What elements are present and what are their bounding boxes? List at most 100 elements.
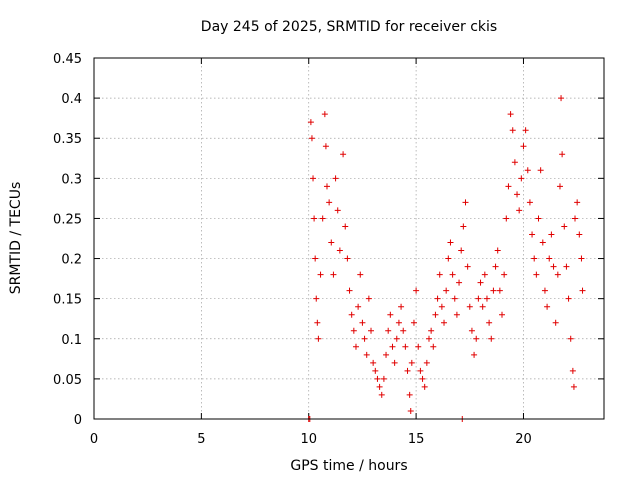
data-point xyxy=(520,143,527,150)
axis-ticks xyxy=(93,57,604,420)
x-tick-labels: 0 5 10 15 20 xyxy=(90,432,532,447)
data-point xyxy=(466,303,473,310)
data-point xyxy=(572,215,579,222)
data-point xyxy=(511,159,518,166)
data-points xyxy=(305,95,586,422)
data-point xyxy=(451,295,458,302)
data-point xyxy=(383,351,390,358)
data-point xyxy=(445,255,452,262)
data-point xyxy=(453,311,460,318)
data-point xyxy=(488,335,495,342)
data-point xyxy=(413,287,420,294)
data-point xyxy=(385,327,392,334)
x-axis-label: GPS time / hours xyxy=(290,458,407,474)
data-point xyxy=(539,239,546,246)
data-point xyxy=(509,127,516,134)
data-point xyxy=(507,111,514,118)
data-point xyxy=(350,327,357,334)
data-point xyxy=(330,271,337,278)
data-point xyxy=(499,311,505,318)
data-point xyxy=(348,311,355,318)
data-point xyxy=(389,343,396,350)
data-point xyxy=(357,271,364,278)
data-point xyxy=(423,359,430,366)
x-tick-label: 20 xyxy=(515,432,532,447)
data-point xyxy=(406,391,413,398)
data-point xyxy=(308,135,315,142)
data-point xyxy=(561,223,568,230)
data-point xyxy=(430,343,437,350)
data-point xyxy=(514,191,521,198)
y-tick-label: 0.3 xyxy=(61,172,82,187)
data-point xyxy=(567,335,574,342)
x-tick-label: 10 xyxy=(300,432,317,447)
data-point xyxy=(307,119,314,126)
data-point xyxy=(550,263,557,270)
data-point xyxy=(359,319,366,326)
data-point xyxy=(380,375,387,382)
data-point xyxy=(378,391,385,398)
data-point xyxy=(344,255,351,262)
data-point xyxy=(529,231,536,238)
data-point xyxy=(355,303,362,310)
data-point xyxy=(490,287,497,294)
x-tick-label: 15 xyxy=(408,432,425,447)
data-point xyxy=(312,255,319,262)
data-point xyxy=(526,199,533,206)
data-point xyxy=(368,327,375,334)
data-point xyxy=(449,271,456,278)
data-point xyxy=(546,255,553,262)
data-point xyxy=(460,223,467,230)
data-point xyxy=(496,287,503,294)
data-point xyxy=(323,183,330,190)
data-point xyxy=(559,151,566,158)
data-point xyxy=(475,295,482,302)
data-point xyxy=(516,207,523,214)
data-point xyxy=(464,263,471,270)
data-point xyxy=(552,319,559,326)
data-point xyxy=(314,319,321,326)
data-point xyxy=(462,199,469,206)
data-point xyxy=(438,303,445,310)
data-point xyxy=(317,271,324,278)
data-point xyxy=(441,319,448,326)
data-point xyxy=(548,231,555,238)
data-point xyxy=(376,383,383,390)
data-point xyxy=(579,287,586,294)
data-point xyxy=(408,359,415,366)
data-point xyxy=(483,295,490,302)
data-point xyxy=(578,255,585,262)
data-point xyxy=(398,303,405,310)
data-point xyxy=(535,215,542,222)
data-point xyxy=(340,151,347,158)
data-point xyxy=(361,335,368,342)
data-point xyxy=(531,255,538,262)
y-axis-label: SRMTID / TECUs xyxy=(8,182,24,295)
data-point xyxy=(417,367,424,374)
y-tick-label: 0.15 xyxy=(53,293,82,308)
x-tick-label: 5 xyxy=(197,432,205,447)
grid-lines xyxy=(94,58,604,419)
data-point xyxy=(315,335,322,342)
data-point xyxy=(402,343,409,350)
data-point xyxy=(363,351,370,358)
data-point xyxy=(387,311,394,318)
data-point xyxy=(492,263,499,270)
data-point xyxy=(372,367,379,374)
data-point xyxy=(541,287,548,294)
data-point xyxy=(310,175,317,182)
data-point xyxy=(501,271,508,278)
data-point xyxy=(486,319,493,326)
data-point xyxy=(334,207,341,214)
data-point xyxy=(481,271,488,278)
y-tick-label: 0.4 xyxy=(61,92,82,107)
data-point xyxy=(436,271,443,278)
data-point xyxy=(576,231,583,238)
data-point xyxy=(328,239,335,246)
data-point xyxy=(410,319,417,326)
y-tick-label: 0.05 xyxy=(53,373,82,388)
data-point xyxy=(505,183,512,190)
data-point xyxy=(556,183,563,190)
data-point xyxy=(468,327,475,334)
